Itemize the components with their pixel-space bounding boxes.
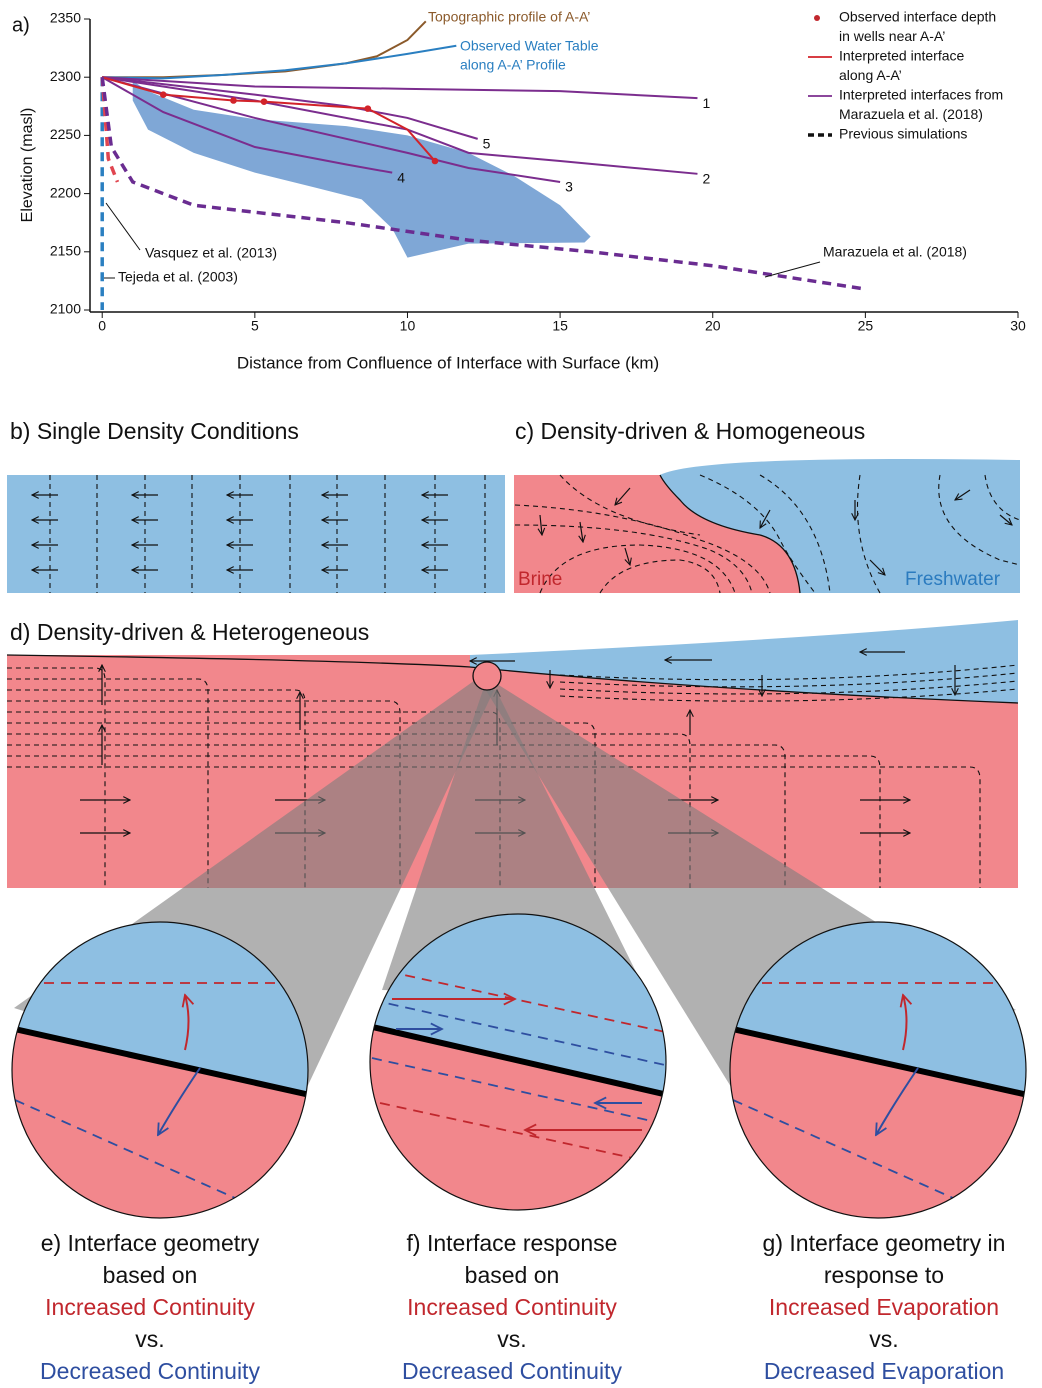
caption-g: g) Interface geometry in response to Inc… bbox=[763, 1230, 1006, 1384]
caption-decreased: Decreased Evaporation bbox=[764, 1358, 1004, 1384]
series-label: 2 bbox=[702, 171, 710, 187]
well-point bbox=[160, 91, 167, 98]
y-tick-label: 2300 bbox=[50, 68, 81, 84]
series-label: 4 bbox=[397, 169, 405, 185]
caption-vs: vs. bbox=[869, 1326, 898, 1352]
caption-f: f) Interface response based on Increased… bbox=[402, 1230, 622, 1384]
x-tick-label: 5 bbox=[251, 318, 259, 334]
y-tick-label: 2200 bbox=[50, 184, 81, 200]
panel-title: d) Density-driven & Heterogeneous bbox=[10, 619, 369, 645]
well-point bbox=[230, 97, 237, 104]
legend-label: Observed interface depth bbox=[839, 9, 996, 25]
series-line bbox=[102, 46, 456, 79]
well-point bbox=[432, 158, 439, 165]
caption: based on bbox=[465, 1262, 560, 1288]
freshwater-region bbox=[7, 475, 505, 593]
annotation: Observed Water Table bbox=[460, 38, 599, 54]
x-tick-label: 0 bbox=[98, 318, 106, 334]
x-axis-title: Distance from Confluence of Interface wi… bbox=[237, 353, 659, 372]
freshwater-label: Freshwater bbox=[905, 569, 1001, 590]
caption-e: e) Interface geometry based on Increased… bbox=[40, 1230, 260, 1384]
annotation: along A-A’ Profile bbox=[460, 57, 566, 73]
annotation: Tejeda et al. (2003) bbox=[118, 269, 238, 285]
x-tick-label: 15 bbox=[552, 318, 568, 334]
brine-label: Brine bbox=[518, 569, 562, 590]
annotation: Vasquez et al. (2013) bbox=[145, 245, 277, 261]
y-tick-label: 2150 bbox=[50, 243, 81, 259]
caption-decreased: Decreased Continuity bbox=[40, 1358, 260, 1384]
caption-increased: Increased Evaporation bbox=[769, 1294, 999, 1320]
legend-label: Previous simulations bbox=[839, 126, 967, 142]
x-tick-label: 20 bbox=[705, 318, 721, 334]
y-tick-label: 2250 bbox=[50, 126, 81, 142]
leader bbox=[765, 262, 820, 277]
zoom-circle bbox=[473, 662, 501, 690]
caption: g) Interface geometry in bbox=[763, 1230, 1006, 1256]
legend-label: along A-A’ bbox=[839, 67, 902, 83]
caption: e) Interface geometry bbox=[41, 1230, 260, 1256]
caption: based on bbox=[103, 1262, 198, 1288]
caption-increased: Increased Continuity bbox=[407, 1294, 617, 1320]
x-tick-label: 25 bbox=[858, 318, 874, 334]
caption-increased: Increased Continuity bbox=[45, 1294, 255, 1320]
well-point bbox=[261, 98, 268, 105]
legend-label: Marazuela et al. (2018) bbox=[839, 106, 983, 122]
figure: a)210021502200225023002350051015202530Di… bbox=[0, 0, 1042, 1388]
legend-swatch bbox=[814, 15, 820, 21]
series-label: 5 bbox=[483, 136, 491, 152]
series-label: 3 bbox=[565, 179, 573, 195]
series-line bbox=[102, 21, 426, 77]
panel-label: a) bbox=[12, 14, 30, 36]
leader bbox=[106, 203, 140, 250]
panel-title: b) Single Density Conditions bbox=[10, 418, 299, 444]
series-label: 1 bbox=[702, 95, 710, 111]
legend-label: Interpreted interface bbox=[839, 48, 965, 64]
legend-label: Interpreted interfaces from bbox=[839, 87, 1003, 103]
caption: f) Interface response bbox=[407, 1230, 618, 1256]
legend-label: in wells near A-A’ bbox=[839, 28, 945, 44]
y-tick-label: 2100 bbox=[50, 301, 81, 317]
x-tick-label: 10 bbox=[400, 318, 416, 334]
caption: response to bbox=[824, 1262, 944, 1288]
caption-vs: vs. bbox=[135, 1326, 164, 1352]
well-point bbox=[364, 105, 371, 112]
y-axis-title: Elevation (masl) bbox=[19, 108, 36, 223]
caption-decreased: Decreased Continuity bbox=[402, 1358, 622, 1384]
y-tick-label: 2350 bbox=[50, 10, 81, 26]
caption-vs: vs. bbox=[497, 1326, 526, 1352]
annotation: Topographic profile of A-A’ bbox=[428, 9, 590, 25]
panel-title: c) Density-driven & Homogeneous bbox=[515, 418, 865, 444]
annotation: Marazuela et al. (2018) bbox=[823, 244, 967, 260]
x-tick-label: 30 bbox=[1010, 318, 1026, 334]
